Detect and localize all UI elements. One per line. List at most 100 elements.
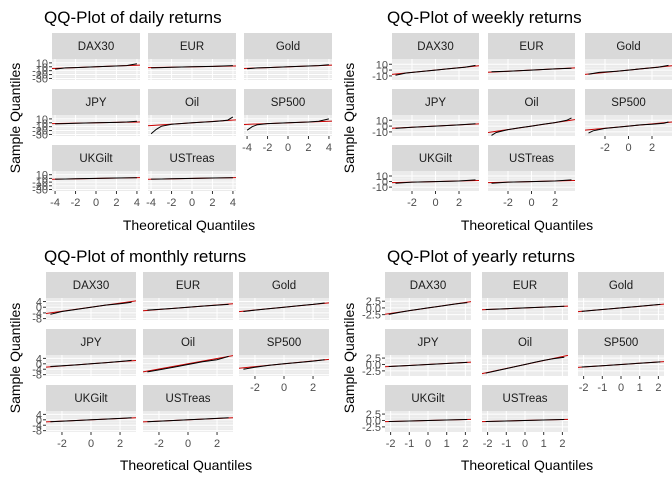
x-axis-title: Theoretical Quantiles: [123, 217, 255, 233]
facet-panel: Gold: [578, 272, 664, 320]
x-tick-label: 0: [281, 382, 287, 394]
qq-plot-block: QQ-Plot of monthly returnsDAX3040-4-8EUR…: [7, 247, 329, 473]
x-tick-label: 2: [310, 382, 316, 394]
sample-quantile-line: [388, 419, 468, 422]
y-tick-label: -20: [32, 126, 48, 138]
y-tick-label: 10: [36, 170, 48, 182]
y-tick-label: 10: [376, 115, 388, 127]
facet-panel: SP500 -4 -2 0 2 4: [242, 89, 332, 154]
x-tick-label: 2: [209, 197, 215, 209]
facet-panel: DAX30 40-4-8: [32, 272, 136, 326]
sample-quantile-line: [246, 118, 330, 131]
plot-title: QQ-Plot of yearly returns: [387, 247, 575, 266]
facet-panel: Gold: [585, 33, 672, 80]
facet-strip: [239, 329, 329, 355]
facet-label: DAX30: [417, 41, 453, 53]
y-tick-label: 0: [36, 302, 42, 314]
facet-panel: JPY 100-10-20-30: [32, 89, 140, 141]
sample-quantile-line: [243, 359, 325, 370]
x-tick-label: 0: [425, 438, 431, 450]
y-tick-label: 0: [36, 415, 42, 427]
x-tick-label: 2: [214, 438, 220, 450]
y-tick-label: 10: [36, 114, 48, 126]
y-tick-label: 0: [42, 118, 48, 130]
y-tick-label: 0: [382, 177, 388, 189]
sample-quantile-line: [388, 361, 468, 367]
x-tick-label: 2: [559, 438, 565, 450]
y-tick-label: 0.0: [366, 303, 381, 315]
facet-label: EUR: [176, 280, 200, 292]
x-tick-label: -2: [263, 142, 273, 154]
y-tick-label: 10: [376, 171, 388, 183]
x-tick-label: 2: [117, 438, 123, 450]
facet-strip: [239, 272, 329, 298]
y-axis-title: Sample Quantiles: [341, 303, 357, 414]
sample-quantile-line: [388, 302, 468, 315]
y-tick-label: -20: [32, 70, 48, 82]
x-tick-label: -4: [242, 142, 252, 154]
sample-quantile-line: [491, 117, 572, 136]
sample-quantile-line: [243, 302, 325, 312]
facet-strip: [148, 145, 236, 171]
sample-quantile-line: [150, 116, 234, 135]
facet-panel: JPY 40-4-8: [32, 329, 136, 382]
facet-strip: [585, 89, 672, 115]
sample-quantile-line: [485, 305, 565, 310]
x-tick-label: 1: [637, 382, 643, 394]
y-tick-label: -10: [372, 71, 388, 83]
facet-label: JPY: [425, 97, 446, 109]
y-tick-label: -10: [372, 127, 388, 139]
x-tick-label: 0: [189, 197, 195, 209]
sample-quantile-line: [485, 356, 565, 374]
facet-panel: USTreas -4 -2 0 2 4: [146, 145, 236, 209]
facet-label: EUR: [513, 280, 537, 292]
sample-quantile-line: [147, 355, 229, 373]
facet-label: Oil: [185, 97, 199, 109]
facet-label: UKGilt: [79, 153, 113, 165]
y-tick-label: 10: [36, 58, 48, 70]
x-axis-title: Theoretical Quantiles: [461, 217, 593, 233]
facet-panel: SP500 -2 0 2: [239, 329, 329, 394]
x-tick-label: 4: [326, 142, 332, 154]
x-tick-label: 2: [456, 197, 462, 209]
y-tick-label: -4: [32, 308, 42, 320]
x-tick-label: 0: [432, 197, 438, 209]
sample-quantile-line: [395, 64, 476, 76]
facet-panel: EUR: [482, 272, 568, 320]
sample-quantile-line: [491, 179, 572, 184]
facet-panel: EUR: [143, 272, 233, 320]
facet-panel: DAX30 100-10-20-30: [32, 33, 140, 85]
y-tick-label: -30: [32, 73, 48, 85]
x-tick-label: 1: [444, 438, 450, 450]
x-tick-label: 2: [462, 438, 468, 450]
x-tick-label: -1: [404, 438, 414, 450]
y-tick-label: 2.5: [366, 353, 381, 365]
x-tick-label: 1: [541, 438, 547, 450]
facet-panel: Oil: [482, 329, 568, 376]
facet-label: UKGilt: [74, 393, 108, 405]
y-tick-label: -10: [32, 66, 48, 78]
x-tick-label: 2: [113, 197, 119, 209]
facet-panel: Oil: [143, 329, 233, 376]
facet-strip: [488, 89, 575, 115]
facet-label: EUR: [519, 41, 543, 53]
facet-label: Oil: [518, 337, 532, 349]
sample-quantile-line: [147, 417, 229, 423]
facet-label: SP500: [611, 97, 646, 109]
facet-strip: [143, 329, 233, 355]
facet-strip: [488, 145, 575, 171]
x-tick-label: -2: [483, 438, 493, 450]
facet-panel: DAX30 100-10: [372, 33, 479, 83]
facet-panel: SP500 -2 -1 0 1 2: [578, 329, 664, 394]
sample-quantile-line: [581, 303, 661, 312]
x-tick-label: 2: [305, 142, 311, 154]
y-tick-label: -8: [32, 426, 42, 438]
facet-strip: [46, 329, 136, 355]
sample-quantile-line: [588, 64, 669, 75]
sample-quantile-line: [581, 361, 661, 368]
facet-strip: [385, 329, 471, 355]
y-tick-label: -10: [372, 182, 388, 194]
facet-label: JPY: [80, 337, 101, 349]
